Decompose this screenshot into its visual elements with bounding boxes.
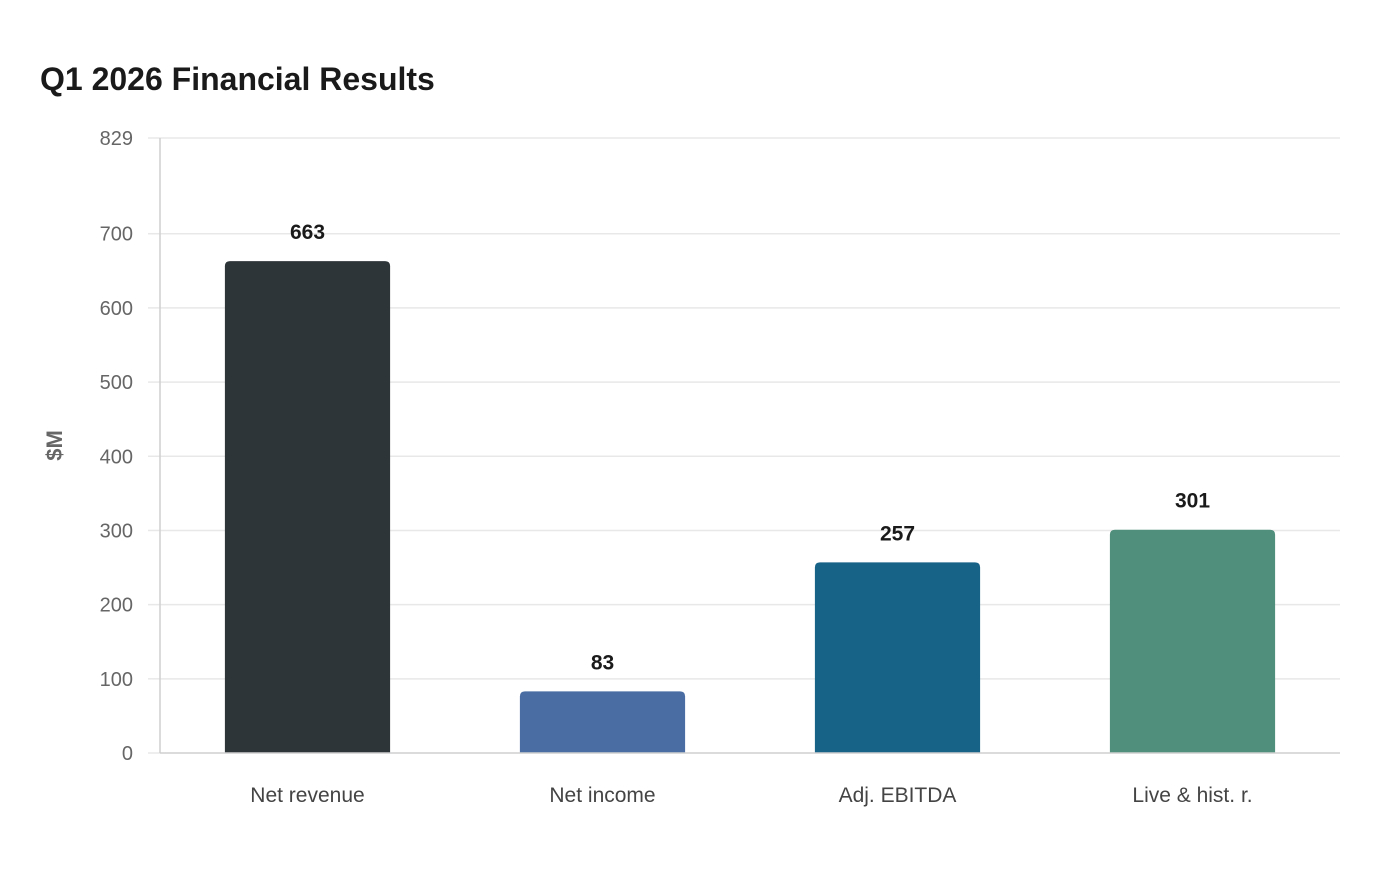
bar (224, 261, 391, 753)
y-tick-label: 300 (100, 520, 133, 542)
y-tick-label: 100 (100, 669, 133, 691)
y-tick-label: 829 (100, 128, 133, 150)
chart-title: Q1 2026 Financial Results (40, 61, 435, 97)
data-label: 663 (290, 221, 325, 244)
x-tick-label: Live & hist. r. (1132, 784, 1252, 807)
y-tick-label: 700 (100, 224, 133, 246)
data-labels: 663 83 257 301 (290, 221, 1210, 674)
y-tick-labels: 0 100 200 300 400 500 600 700 829 (100, 128, 133, 765)
y-tick-label: 400 (100, 446, 133, 468)
x-tick-label: Adj. EBITDA (839, 784, 957, 807)
y-tick-label: 0 (122, 743, 133, 765)
y-tick-label: 500 (100, 372, 133, 394)
bar (1109, 529, 1276, 753)
x-tick-label: Net revenue (250, 784, 364, 807)
bars (224, 261, 1276, 753)
data-label: 257 (880, 522, 915, 545)
data-label: 83 (591, 651, 614, 674)
y-axis-title: $M (42, 430, 67, 461)
bar (814, 562, 981, 753)
bar (519, 691, 686, 753)
x-tick-label: Net income (549, 784, 655, 807)
y-tick-label: 200 (100, 595, 133, 617)
y-tick-label: 600 (100, 298, 133, 320)
data-label: 301 (1175, 490, 1210, 513)
x-tick-labels: Net revenue Net income Adj. EBITDA Live & h… (250, 784, 1252, 807)
